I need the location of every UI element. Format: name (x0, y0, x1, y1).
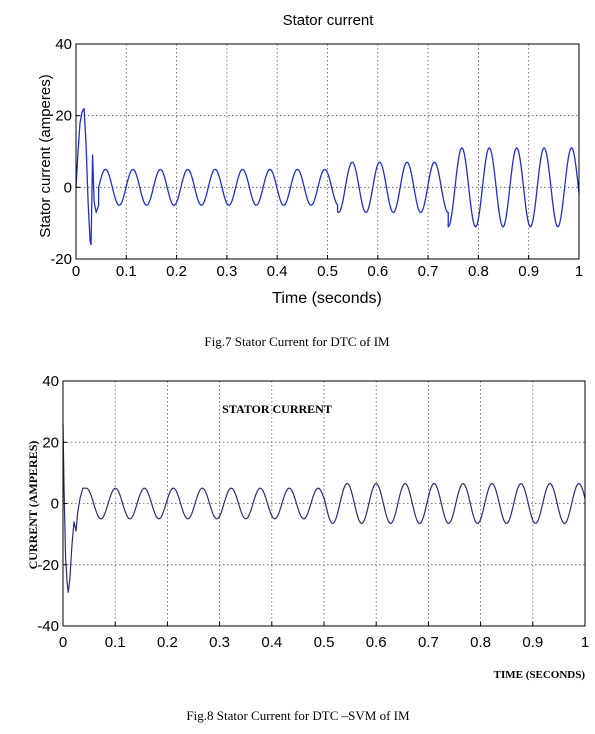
x-tick-label: 0.6 (366, 634, 387, 651)
x-tick-label: 0 (59, 634, 67, 651)
x-axis-label: TIME (SECONDS) (494, 669, 586, 681)
x-tick-label: 0.3 (209, 634, 230, 651)
x-tick-label: 0.9 (518, 263, 539, 280)
x-tick-label: 0.4 (261, 634, 282, 651)
y-tick-label: 40 (42, 373, 59, 390)
chart-dtc-svm: STATOR CURRENT -40 -20 0 20 40 0 0.1 0.2 0.3 0.4… (26, 373, 589, 723)
x-tick-label: 0.3 (216, 263, 237, 280)
x-tick-label: 0.4 (267, 263, 288, 280)
stator-current-line (62, 423, 586, 593)
x-tick-label: 0.1 (116, 263, 137, 280)
x-tick-label: 0.8 (470, 634, 491, 651)
x-tick-label: 0.7 (418, 263, 439, 280)
stator-current-line (75, 107, 580, 246)
y-tick-label: 20 (55, 108, 72, 125)
x-tick-label: 1 (581, 634, 589, 651)
x-tick-label: 0.9 (522, 634, 543, 651)
x-tick-label: 0.2 (157, 634, 178, 651)
y-tick-labels: -40 -20 0 20 40 (37, 373, 67, 635)
x-tick-label: 0.6 (367, 263, 388, 280)
y-tick-label: -20 (37, 557, 59, 574)
x-tick-labels: 0 0.1 0.2 0.3 0.4 0.5 0.6 0.7 0.8 0.9 1 (72, 255, 583, 280)
y-tick-labels: -20 0 20 40 (50, 36, 80, 268)
y-tick-label: 0 (64, 179, 72, 196)
y-tick-label: 20 (42, 434, 59, 451)
chart-title: STATOR CURRENT (222, 402, 332, 416)
x-tick-label: 0.2 (166, 263, 187, 280)
y-tick-label: 0 (51, 496, 59, 513)
x-tick-label: 0.5 (314, 634, 335, 651)
series-line (75, 107, 580, 246)
chart-title: Stator current (283, 12, 375, 29)
grid (63, 381, 585, 626)
x-tick-labels: 0 0.1 0.2 0.3 0.4 0.5 0.6 0.7 0.8 0.9 1 (59, 622, 589, 651)
x-axis-label: Time (seconds) (272, 290, 382, 307)
x-tick-label: 0.7 (418, 634, 439, 651)
y-tick-label: -40 (37, 618, 59, 635)
figure-caption: Fig.7 Stator Current for DTC of IM (204, 334, 390, 349)
y-axis-label: Stator current (amperes) (37, 74, 54, 237)
x-tick-label: 0 (72, 263, 80, 280)
x-tick-label: 1 (575, 263, 583, 280)
y-tick-label: -20 (50, 251, 72, 268)
series-line (62, 423, 586, 593)
x-tick-label: 0.1 (105, 634, 126, 651)
figure-caption: Fig.8 Stator Current for DTC –SVM of IM (186, 708, 410, 723)
y-axis-label: CURRENT (AMPERES) (26, 441, 40, 570)
y-tick-label: 40 (55, 36, 72, 53)
x-tick-label: 0.5 (317, 263, 338, 280)
x-tick-label: 0.8 (468, 263, 489, 280)
